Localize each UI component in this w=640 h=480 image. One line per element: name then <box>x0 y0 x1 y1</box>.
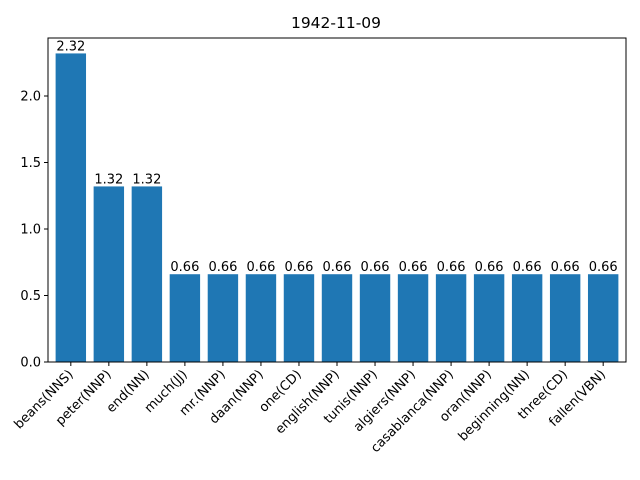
bar-14 <box>587 274 619 362</box>
y-axis: 0.0 0.5 1.0 1.5 2.0 <box>20 89 48 371</box>
bar-value-label: 0.66 <box>475 260 504 275</box>
bar-13 <box>549 274 581 362</box>
bar-10 <box>435 274 467 362</box>
bar-value-label: 0.66 <box>589 260 618 275</box>
bar-value-label: 0.66 <box>551 260 580 275</box>
y-tick-label: 1.5 <box>20 156 41 171</box>
x-axis: beans(NNS)peter(NNP)end(NN)much(JJ)mr.(N… <box>12 362 609 456</box>
bar-value-label: 0.66 <box>246 260 275 275</box>
bar-value-label: 0.66 <box>361 260 390 275</box>
bar-1 <box>93 186 125 362</box>
bar-value-label: 1.32 <box>132 172 161 187</box>
bar-value-label: 2.32 <box>56 39 85 54</box>
y-tick-label: 0.5 <box>20 289 41 304</box>
plot-frame <box>47 37 627 363</box>
bar-value-label: 1.32 <box>94 172 123 187</box>
bar-12 <box>511 274 543 362</box>
bar-labels-group: 2.32 1.32 1.32 0.66 0.66 0.66 0.66 0.66 0.66 0.66… <box>56 39 617 275</box>
bar-value-label: 0.66 <box>323 260 352 275</box>
y-tick-label: 0.0 <box>20 356 41 371</box>
bar-8 <box>359 274 391 362</box>
bar-6 <box>283 274 315 362</box>
bar-5 <box>245 274 277 362</box>
bar-11 <box>473 274 505 362</box>
bar-0 <box>55 53 87 363</box>
bar-4 <box>207 274 239 362</box>
bar-value-label: 0.66 <box>513 260 542 275</box>
y-tick-label: 2.0 <box>20 89 41 104</box>
chart-title: 1942-11-09 <box>291 14 381 32</box>
bar-value-label: 0.66 <box>208 260 237 275</box>
bar-3 <box>169 274 201 362</box>
bars-group <box>55 53 619 363</box>
y-tick-label: 1.0 <box>20 223 41 238</box>
bar-value-label: 0.66 <box>437 260 466 275</box>
bar-value-label: 0.66 <box>170 260 199 275</box>
bar-2 <box>131 186 163 362</box>
bar-9 <box>397 274 429 362</box>
bar-7 <box>321 274 353 362</box>
bar-value-label: 0.66 <box>399 260 428 275</box>
bar-value-label: 0.66 <box>284 260 313 275</box>
